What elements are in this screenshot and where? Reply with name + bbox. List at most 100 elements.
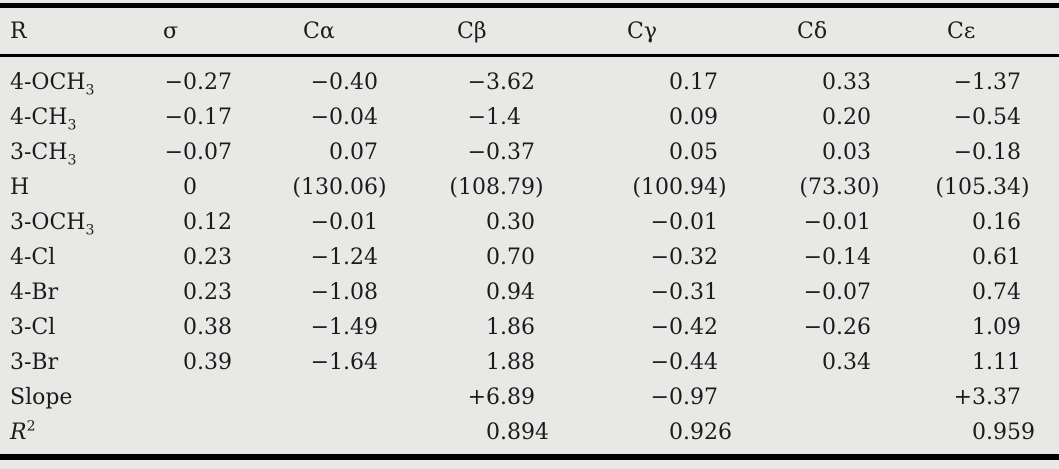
table-cell: −1.64 [310, 350, 378, 375]
table-cell: 0.07 [329, 140, 378, 165]
table-cell: 0.16 [972, 210, 1021, 235]
column-header-c-delta: Cδ [797, 18, 828, 44]
table-cell [270, 415, 420, 457]
table-row: 4-Br 0.23 −1.08 0.94 −0.31 −0.07 0.74 [0, 275, 1059, 310]
row-label: 3-Br [10, 350, 59, 375]
table-cell: 0.70 [486, 245, 535, 270]
table-cell: 1.11 [972, 350, 1021, 375]
column-header-r: R [10, 18, 27, 44]
table-row: R2 0.894 0.926 0.959 [0, 415, 1059, 457]
table-cell: −0.42 [650, 315, 718, 340]
table-cell: −0.40 [310, 70, 378, 95]
table-cell: 0.09 [669, 105, 718, 130]
table-row: Slope +6.89 −0.97 +3.37 [0, 380, 1059, 415]
table-cell: 0.34 [822, 350, 871, 375]
row-label: 4-OCH3 [10, 70, 95, 99]
table-cell [760, 380, 910, 415]
table-cell: −0.54 [953, 105, 1021, 130]
row-label: R2 [10, 418, 36, 445]
table-cell: −0.04 [310, 105, 378, 130]
table-row: 3-CH3 −0.07 0.07 −0.37 0.05 0.03 −0.18 [0, 135, 1059, 170]
table-cell: 0.959 [972, 420, 1035, 445]
table-cell: −0.18 [953, 140, 1021, 165]
table-cell [270, 380, 420, 415]
table-cell: 0.926 [669, 420, 732, 445]
table-cell: 0.20 [822, 105, 871, 130]
table-row: 4-OCH3 −0.27 −0.40 −3.62 0.17 0.33 −1.37 [0, 56, 1059, 101]
table-cell [140, 380, 270, 415]
table-cell: 0.33 [822, 70, 871, 95]
row-label: 3-Cl [10, 315, 56, 340]
table-cell: −0.07 [164, 140, 232, 165]
column-header-c-gamma: Cγ [627, 18, 657, 44]
table-cell: −0.01 [803, 210, 871, 235]
column-header-sigma: σ [163, 18, 179, 44]
table-cell: −0.37 [467, 140, 535, 165]
table-cell: 0.12 [183, 210, 232, 235]
row-label: Slope [10, 385, 73, 410]
table-cell: 1.09 [972, 315, 1021, 340]
table-cell: 0.74 [972, 280, 1021, 305]
table-cell: 0.94 [486, 280, 535, 305]
table-row: 3-OCH3 0.12 −0.01 0.30 −0.01 −0.01 0.16 [0, 205, 1059, 240]
table-row: 3-Br 0.39 −1.64 1.88 −0.44 0.34 1.11 [0, 345, 1059, 380]
table-cell: 0.61 [972, 245, 1021, 270]
table-cell: 0.38 [183, 315, 232, 340]
table-row: 3-Cl 0.38 −1.49 1.86 −0.42 −0.26 1.09 [0, 310, 1059, 345]
column-header-c-beta: Cβ [457, 18, 487, 44]
table-cell: −0.97 [650, 385, 718, 410]
table-cell: −1.08 [310, 280, 378, 305]
row-label: 3-CH3 [10, 140, 77, 169]
table-cell: −0.07 [803, 280, 871, 305]
table-cell: −0.14 [803, 245, 871, 270]
table-cell: 0.894 [486, 420, 549, 445]
table-cell: 0.05 [669, 140, 718, 165]
table-cell: 0.17 [669, 70, 718, 95]
table-cell: 0 [183, 175, 197, 200]
table-cell: −0.26 [803, 315, 871, 340]
table-cell: 0.30 [486, 210, 535, 235]
row-label: 4-Cl [10, 245, 56, 270]
table-body: 4-OCH3 −0.27 −0.40 −3.62 0.17 0.33 −1.37 4-CH3 −… [0, 56, 1059, 458]
table-cell [140, 415, 270, 457]
table-cell: 0.23 [183, 245, 232, 270]
table-cell: (108.79) [449, 175, 544, 200]
table-cell: (130.06) [292, 175, 387, 200]
table-cell: +3.37 [953, 385, 1021, 410]
table-cell: −0.17 [164, 105, 232, 130]
table-cell: 1.88 [486, 350, 535, 375]
row-label: H [10, 175, 30, 200]
table-cell: −0.01 [650, 210, 718, 235]
row-label: 3-OCH3 [10, 210, 95, 239]
table-row: 4-Cl 0.23 −1.24 0.70 −0.32 −0.14 0.61 [0, 240, 1059, 275]
table-cell [760, 415, 910, 457]
row-label: 4-Br [10, 280, 59, 305]
table-row: 4-CH3 −0.17 −0.04 −1.4 0.09 0.20 −0.54 [0, 100, 1059, 135]
table-cell: (100.94) [632, 175, 727, 200]
table-cell: −0.01 [310, 210, 378, 235]
row-label: 4-CH3 [10, 105, 77, 134]
table-cell: (105.34) [935, 175, 1030, 200]
column-header-c-epsilon: Cε [947, 18, 976, 44]
table-cell: −1.37 [953, 70, 1021, 95]
table-cell: −1.4 [467, 105, 521, 130]
column-header-c-alpha: Cα [303, 18, 335, 44]
table-cell: −0.27 [164, 70, 232, 95]
table-cell: −1.24 [310, 245, 378, 270]
table-cell: −0.31 [650, 280, 718, 305]
table-cell: −1.49 [310, 315, 378, 340]
table-cell: 1.86 [486, 315, 535, 340]
table-cell: +6.89 [467, 385, 535, 410]
table-cell: 0.39 [183, 350, 232, 375]
table-cell: −0.44 [650, 350, 718, 375]
table-cell: 0.03 [822, 140, 871, 165]
table-cell: 0.23 [183, 280, 232, 305]
table-cell: −3.62 [467, 70, 535, 95]
table-cell: −0.32 [650, 245, 718, 270]
table-cell: (73.30) [799, 175, 880, 200]
table-row: H 0 (130.06) (108.79) (100.94) (73.30) (105.34… [0, 170, 1059, 205]
